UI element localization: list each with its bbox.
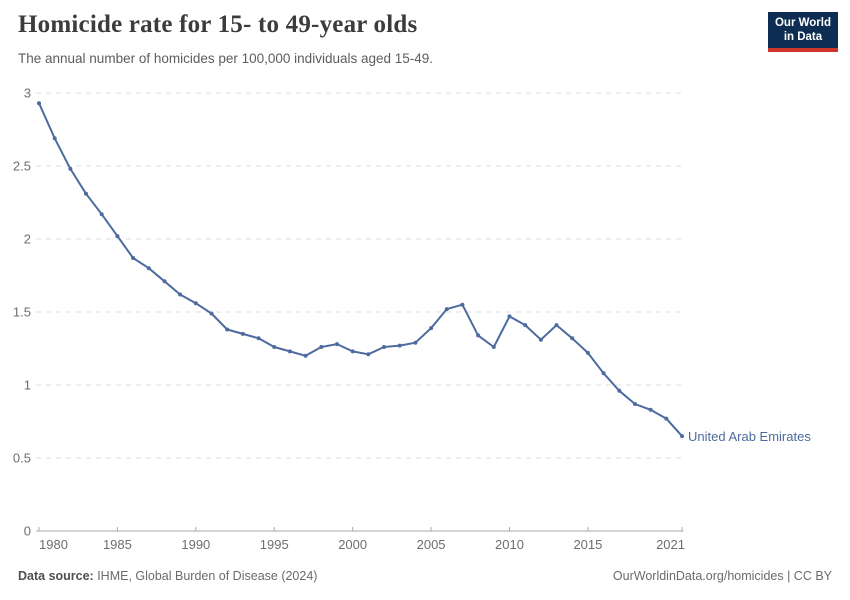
chart-title: Homicide rate for 15- to 49-year olds xyxy=(18,11,418,38)
data-point-marker xyxy=(460,302,465,307)
x-axis-label: 1995 xyxy=(260,537,289,552)
owid-logo-line2: in Data xyxy=(783,30,823,43)
owid-logo: Our World in Data xyxy=(767,12,838,52)
data-point-marker xyxy=(554,323,559,328)
data-point-marker xyxy=(193,301,198,306)
data-point-marker xyxy=(382,345,386,349)
x-axis-label: 2015 xyxy=(573,537,602,552)
data-point-marker xyxy=(648,407,653,412)
data-point-marker xyxy=(507,314,512,319)
data-point-marker xyxy=(287,349,292,354)
data-point-marker xyxy=(633,402,637,406)
data-point-marker xyxy=(256,336,261,341)
data-point-marker xyxy=(272,345,277,349)
x-axis-label: 2021 xyxy=(656,537,685,552)
chart-subtitle: The annual number of homicides per 100,0… xyxy=(18,51,434,66)
data-point-marker xyxy=(52,136,57,141)
data-point-marker xyxy=(319,345,324,349)
data-source-note: Data source: IHME, Global Burden of Dise… xyxy=(18,569,317,583)
x-axis-label: 2000 xyxy=(338,537,367,552)
data-point-marker xyxy=(146,266,151,271)
data-point-marker xyxy=(491,345,496,349)
data-point-marker xyxy=(37,101,41,106)
y-axis-label: 0 xyxy=(24,524,31,539)
data-point-marker xyxy=(131,256,136,260)
data-point-marker xyxy=(225,327,230,332)
data-source-text: IHME, Global Burden of Disease (2024) xyxy=(93,569,318,583)
data-point-marker xyxy=(538,337,543,342)
y-axis-label: 1 xyxy=(24,378,31,393)
x-axis-label: 1990 xyxy=(181,537,210,552)
data-point-marker xyxy=(585,350,590,355)
x-axis-label: 2010 xyxy=(495,537,524,552)
data-point-marker xyxy=(601,371,606,376)
data-point-marker xyxy=(178,292,183,297)
x-axis-label: 1985 xyxy=(103,537,132,552)
series-label-united-arab-emirates: United Arab Emirates xyxy=(688,429,811,444)
data-point-marker xyxy=(115,234,120,239)
y-axis-label: 1.5 xyxy=(13,305,31,320)
data-point-marker xyxy=(366,352,371,357)
x-axis-label: 1980 xyxy=(39,537,68,552)
y-axis-label: 0.5 xyxy=(13,451,31,466)
y-axis-label: 2 xyxy=(24,232,31,247)
x-axis-label: 2005 xyxy=(417,537,446,552)
data-point-marker xyxy=(476,333,481,338)
owid-logo-line1: Our World xyxy=(774,17,831,29)
data-point-marker xyxy=(68,166,73,171)
data-point-marker xyxy=(570,336,575,341)
data-point-marker xyxy=(444,307,449,312)
data-point-marker xyxy=(84,191,88,196)
data-point-marker xyxy=(429,326,434,331)
data-point-marker xyxy=(664,416,669,421)
data-point-marker xyxy=(617,388,622,393)
data-point-marker xyxy=(413,340,418,345)
data-point-marker xyxy=(99,212,104,217)
data-point-marker xyxy=(523,323,528,328)
y-axis-label: 2.5 xyxy=(13,159,31,174)
data-point-marker xyxy=(162,279,167,284)
data-point-marker xyxy=(680,434,684,439)
data-point-marker xyxy=(209,311,214,316)
data-point-marker xyxy=(335,342,339,347)
y-axis-label: 3 xyxy=(24,86,31,101)
data-point-marker xyxy=(397,343,402,348)
data-source-label: Data source: xyxy=(18,569,94,583)
license-note: OurWorldinData.org/homicides | CC BY xyxy=(612,569,832,583)
data-series-line xyxy=(38,102,683,438)
data-point-marker xyxy=(350,349,355,354)
data-point-marker xyxy=(303,353,308,358)
data-point-marker xyxy=(240,331,245,336)
